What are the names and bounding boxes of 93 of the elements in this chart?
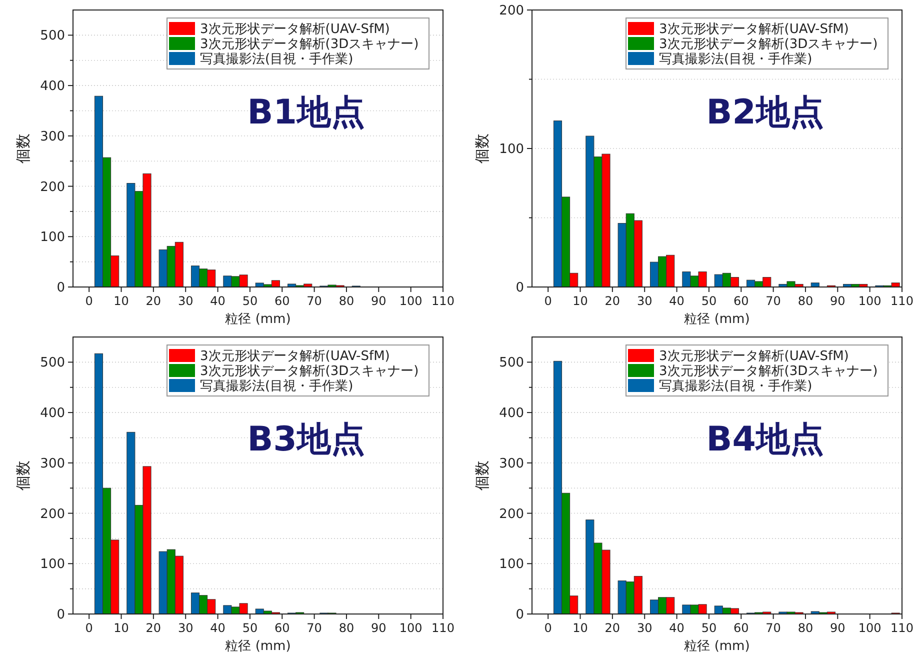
annotation: B1地点: [247, 92, 365, 133]
y-tick-label: 0: [516, 280, 524, 296]
legend-label: 写真撮影法(目視・手作業): [659, 379, 812, 394]
annotation: B4地点: [706, 420, 824, 460]
legend-label: 3次元形状データ解析(UAV-SfM): [200, 349, 390, 364]
x-tick-label: 90: [830, 621, 846, 635]
x-tick-label: 100: [858, 621, 882, 635]
y-tick-label: 100: [40, 557, 65, 572]
x-tick-label: 20: [146, 621, 162, 635]
y-tick-label: 500: [499, 356, 524, 371]
y-tick-label: 0: [56, 608, 65, 622]
x-tick-label: 10: [572, 294, 588, 308]
y-tick-label: 100: [40, 230, 65, 246]
x-tick-label: 90: [371, 621, 386, 635]
legend-label: 3次元形状データ解析(UAV-SfM): [200, 22, 390, 37]
x-tick-label: 10: [114, 621, 129, 635]
x-tick-label: 70: [306, 294, 322, 308]
x-tick-label: 80: [338, 294, 354, 308]
x-axis-title: 粒径 (mm): [225, 639, 291, 654]
x-tick-label: 60: [274, 294, 290, 308]
annotation: B3地点: [247, 420, 365, 460]
annotation: B2地点: [706, 92, 824, 133]
x-tick-label: 90: [830, 294, 846, 308]
y-tick-label: 400: [499, 406, 524, 422]
y-tick-label: 200: [499, 506, 524, 522]
x-tick-label: 100: [399, 294, 422, 308]
x-tick-label: 40: [210, 294, 226, 308]
x-tick-label: 110: [432, 294, 454, 308]
y-tick-label: 300: [40, 456, 65, 472]
x-tick-label: 30: [178, 621, 194, 635]
x-tick-label: 40: [669, 621, 684, 635]
x-tick-label: 50: [242, 294, 258, 308]
x-tick-label: 0: [544, 621, 552, 635]
x-axis-title: 粒径 (mm): [225, 312, 291, 327]
x-tick-label: 60: [733, 621, 749, 635]
x-tick-label: 30: [636, 294, 652, 308]
x-tick-label: 70: [766, 621, 781, 635]
y-tick-label: 500: [40, 28, 65, 44]
x-tick-label: 100: [858, 294, 882, 308]
y-tick-label: 0: [516, 608, 524, 622]
x-tick-label: 20: [604, 621, 620, 635]
y-tick-label: 100: [499, 142, 524, 157]
y-tick-label: 200: [499, 4, 524, 18]
x-tick-label: 60: [733, 294, 749, 308]
x-tick-label: 40: [210, 621, 226, 635]
y-tick-label: 500: [40, 356, 65, 371]
legend-label: 写真撮影法(目視・手作業): [200, 379, 354, 394]
x-tick-label: 100: [399, 621, 422, 635]
legend-label: 3次元形状データ解析(UAV-SfM): [659, 349, 849, 364]
x-tick-label: 80: [798, 294, 814, 308]
legend-label: 3次元形状データ解析(3Dスキャナー): [200, 37, 419, 52]
y-tick-label: 400: [40, 406, 65, 422]
x-tick-label: 10: [114, 294, 129, 308]
x-tick-label: 30: [178, 294, 194, 308]
x-tick-label: 110: [890, 294, 914, 308]
x-tick-label: 60: [274, 621, 290, 635]
x-tick-label: 50: [701, 294, 717, 308]
x-tick-label: 0: [85, 621, 93, 635]
x-tick-label: 20: [604, 294, 620, 308]
x-axis-title: 粒径 (mm): [684, 639, 750, 654]
y-axis-title: 個数: [473, 134, 491, 164]
legend-label: 写真撮影法(目視・手作業): [200, 52, 354, 67]
legend-label: 3次元形状データ解析(3Dスキャナー): [659, 364, 878, 379]
legend-label: 3次元形状データ解析(UAV-SfM): [659, 22, 849, 37]
x-tick-label: 40: [669, 294, 684, 308]
y-axis-title: 個数: [14, 460, 32, 490]
y-axis-title: 個数: [14, 134, 32, 164]
x-axis-title: 粒径 (mm): [684, 312, 750, 327]
y-tick-label: 300: [499, 456, 524, 472]
y-tick-label: 0: [56, 280, 65, 296]
x-tick-label: 110: [432, 621, 454, 635]
x-tick-label: 80: [798, 621, 814, 635]
x-tick-label: 30: [636, 621, 652, 635]
y-axis-title: 個数: [473, 460, 491, 490]
x-tick-label: 70: [306, 621, 322, 635]
x-tick-label: 0: [544, 294, 552, 308]
x-tick-label: 110: [890, 621, 914, 635]
y-tick-label: 200: [40, 506, 65, 522]
x-tick-label: 50: [701, 621, 717, 635]
x-tick-label: 80: [338, 621, 354, 635]
x-tick-label: 50: [242, 621, 258, 635]
x-tick-label: 0: [85, 294, 93, 308]
x-tick-label: 70: [766, 294, 781, 308]
y-tick-label: 100: [499, 557, 524, 572]
x-tick-label: 10: [572, 621, 588, 635]
y-tick-label: 200: [40, 180, 65, 195]
legend-label: 3次元形状データ解析(3Dスキャナー): [659, 37, 878, 52]
legend-label: 3次元形状データ解析(3Dスキャナー): [200, 364, 419, 379]
y-tick-label: 300: [40, 129, 65, 144]
legend-label: 写真撮影法(目視・手作業): [659, 52, 812, 67]
x-tick-label: 90: [371, 294, 386, 308]
x-tick-label: 20: [146, 294, 162, 308]
y-tick-label: 400: [40, 79, 65, 94]
